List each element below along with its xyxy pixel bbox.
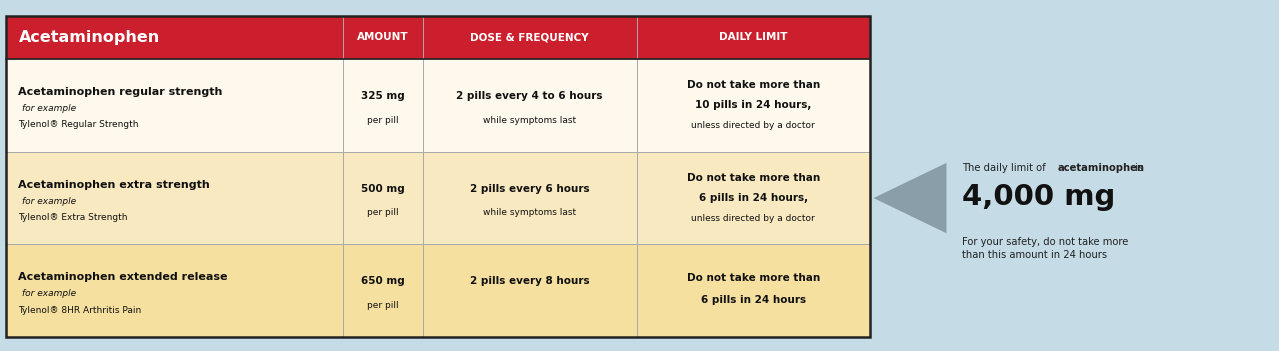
Text: for example: for example [22,104,75,113]
Text: 4,000 mg: 4,000 mg [962,183,1115,211]
Text: for example: for example [22,289,75,298]
Text: while symptoms last: while symptoms last [483,116,576,125]
Text: Do not take more than: Do not take more than [687,173,820,183]
Text: DOSE & FREQUENCY: DOSE & FREQUENCY [471,33,588,42]
Text: Acetaminophen extra strength: Acetaminophen extra strength [18,180,210,190]
Bar [343,244,422,337]
Text: Do not take more than: Do not take more than [687,80,820,90]
Text: Tylenol® Extra Strength: Tylenol® Extra Strength [18,213,128,222]
Bar [343,59,422,152]
Text: Acetaminophen regular strength: Acetaminophen regular strength [18,87,223,97]
Bar [6,16,870,337]
Bar [637,59,870,152]
Text: 2 pills every 8 hours: 2 pills every 8 hours [469,276,590,286]
Bar [6,59,343,152]
Text: 2 pills every 6 hours: 2 pills every 6 hours [469,184,590,194]
Bar [422,152,637,244]
Bar [422,244,637,337]
Text: unless directed by a doctor: unless directed by a doctor [691,214,815,223]
Text: is: is [1132,164,1143,173]
Polygon shape [874,163,946,233]
Bar [637,152,870,244]
Text: unless directed by a doctor: unless directed by a doctor [691,121,815,130]
Text: Acetaminophen extended release: Acetaminophen extended release [18,272,228,283]
Text: per pill: per pill [367,116,399,125]
Text: 6 pills in 24 hours: 6 pills in 24 hours [701,295,806,305]
Text: per pill: per pill [367,301,399,310]
Text: The daily limit of: The daily limit of [962,164,1049,173]
Text: DAILY LIMIT: DAILY LIMIT [719,33,788,42]
Text: for example: for example [22,197,75,206]
Text: while symptoms last: while symptoms last [483,208,576,217]
Text: 650 mg: 650 mg [361,276,404,286]
Text: 2 pills every 4 to 6 hours: 2 pills every 4 to 6 hours [457,91,602,101]
Text: Tylenol® Regular Strength: Tylenol® Regular Strength [18,120,138,129]
Text: For your safety, do not take more
than this amount in 24 hours: For your safety, do not take more than t… [962,237,1128,260]
Text: AMOUNT: AMOUNT [357,33,408,42]
Text: 10 pills in 24 hours,: 10 pills in 24 hours, [694,100,811,111]
Text: Acetaminophen: Acetaminophen [19,30,160,45]
Text: acetaminophen: acetaminophen [1058,164,1145,173]
Bar [6,16,870,59]
Bar [422,59,637,152]
Text: Tylenol® 8HR Arthritis Pain: Tylenol® 8HR Arthritis Pain [18,305,141,314]
Bar [343,152,422,244]
Bar [637,244,870,337]
Bar [6,152,343,244]
Text: Do not take more than: Do not take more than [687,273,820,283]
Text: 6 pills in 24 hours,: 6 pills in 24 hours, [698,193,808,203]
Bar [6,244,343,337]
Text: per pill: per pill [367,208,399,217]
Text: 325 mg: 325 mg [361,91,404,101]
Text: 500 mg: 500 mg [361,184,404,194]
